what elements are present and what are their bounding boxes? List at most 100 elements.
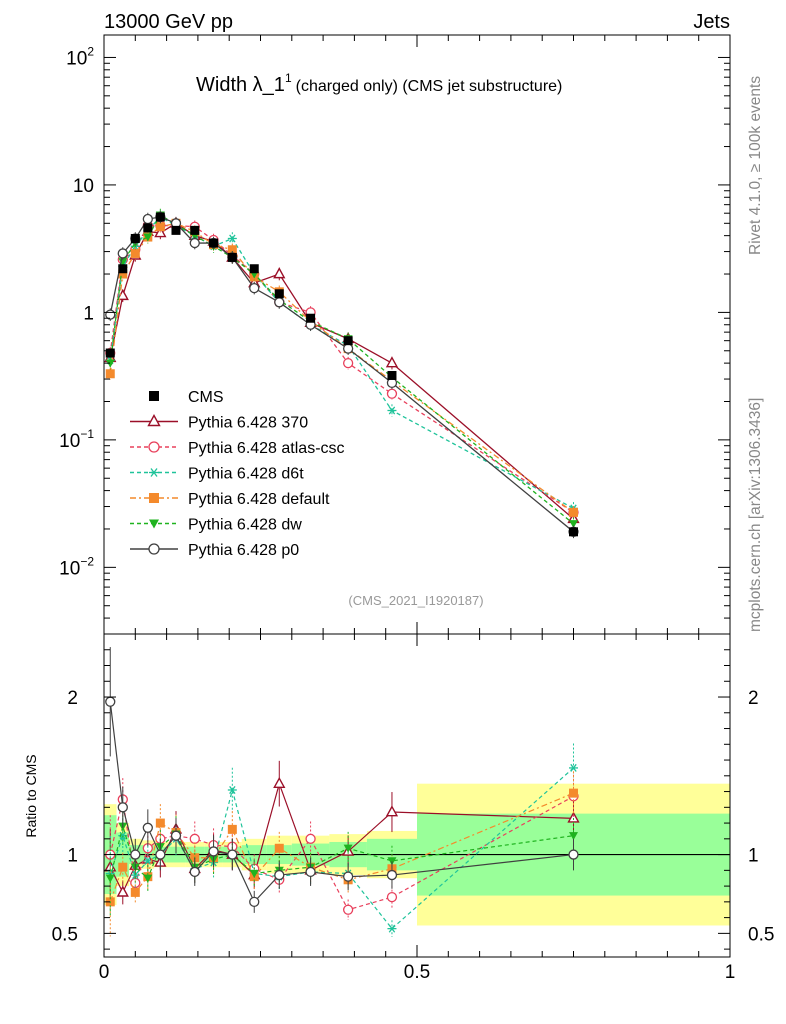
series-marker-stroke [229,234,236,243]
ratio-marker [117,802,128,813]
series-marker [142,213,153,225]
ratio-marker [569,763,578,772]
ratio-plot-content [104,647,730,937]
ratio-marker [116,885,129,897]
series-marker [386,388,398,399]
ratio-marker [227,824,237,834]
ratio-plot-panel: 2 2 1 1 0.5 0.5 0 0.5 1 Ratio to CMS [23,633,774,983]
legend-label: CMS [188,389,224,406]
legend-label: Pythia 6.428 d6t [188,466,304,483]
series-marker [155,222,165,232]
ratio-marker [274,869,285,881]
ratio-marker-stroke [570,763,577,772]
x-tick-label: 0.5 [404,962,430,983]
ratio-marker [387,924,397,933]
legend-marker [148,441,160,453]
analysis-tag: (CMS_2021_I1920187) [348,593,483,608]
ratio-marker [130,887,140,897]
ratio-marker [130,871,140,880]
ratio-marker-stroke [388,924,396,933]
ratio-series-5 [105,647,579,913]
series-marker [387,406,397,415]
legend-marker [149,391,159,401]
data-point [249,264,259,274]
ratio-y-tick-label: 2 [67,688,78,709]
ratio-y-tick-label-right: 0.5 [748,924,774,945]
ratio-y-tick-label-right: 2 [748,688,759,709]
ratio-y-tick-label: 0.5 [52,924,78,945]
y-tick-label: 10−1 [59,427,94,452]
x-tick-label: 1 [725,962,736,983]
data-points [105,212,578,537]
series-marker [227,245,237,255]
ratio-marker [105,696,116,707]
legend-marker [149,493,159,503]
y-tick-label: 102 [66,44,94,69]
ratio-marker [143,874,153,883]
title-main: Width λ_1 [196,74,285,96]
data-point [274,289,284,299]
series-line [109,216,574,509]
series-marker [273,267,286,279]
plot-title: Width λ_11 (charged only) (CMS jet substr… [196,71,562,96]
series-marker [569,507,578,517]
mcplots-label: mcplots.cern.ch [arXiv:1306.3436] [747,398,764,632]
ratio-marker [227,849,238,860]
legend-marker [149,468,159,477]
series-3 [105,217,578,519]
ratio-marker [208,846,219,857]
series-marker [227,234,237,243]
ratio-marker [386,891,398,903]
ratio-marker [118,862,128,872]
ratio-marker [385,805,399,817]
ratio-marker [170,830,182,841]
series-line [109,222,574,513]
data-point [227,252,237,262]
series-line [109,224,574,513]
ratio-y-tick-label-right: 1 [748,846,759,867]
ratio-marker [342,904,354,915]
data-point [190,225,200,235]
legend-marker-stroke [150,468,158,477]
main-plot-content [104,208,580,539]
series-0 [104,216,580,526]
series-marker [118,269,128,279]
ratio-marker [249,896,260,908]
ratio-marker [155,818,165,828]
ratio-marker-stroke [132,871,139,880]
legend-label: Pythia 6.428 370 [188,415,308,432]
ratio-marker [189,866,200,878]
legend-marker [148,543,160,555]
series-1 [105,219,579,519]
ratio-marker [143,856,153,865]
legend-label: Pythia 6.428 atlas-csc [188,440,345,457]
rivet-label: Rivet 4.1.0, ≥ 100k events [747,76,764,255]
data-point [105,348,115,358]
series-marker [143,233,153,242]
y-tick-label-exponent: −2 [80,554,94,568]
legend-marker [147,414,161,427]
title-superscript: 1 [285,71,292,85]
series-marker [105,359,115,368]
ratio-marker [387,857,397,866]
ratio-marker [189,833,200,844]
series-marker [118,258,128,267]
series-marker [274,297,285,308]
header-energy: 13000 GeV pp [104,11,233,33]
ratio-marker [305,866,316,878]
series-5 [105,210,579,539]
series-line [109,214,574,525]
series-marker [105,369,115,379]
series-marker [385,356,399,368]
ratio-marker [569,788,578,798]
ratio-marker [273,776,286,788]
y-tick-label: 10−2 [59,554,94,579]
ratio-marker [142,822,153,833]
data-point [130,233,140,243]
ratio-marker [567,811,580,823]
series-marker [117,248,128,259]
y-tick-label-exponent: −1 [80,427,94,441]
ratio-y-tick-label: 1 [67,846,78,867]
